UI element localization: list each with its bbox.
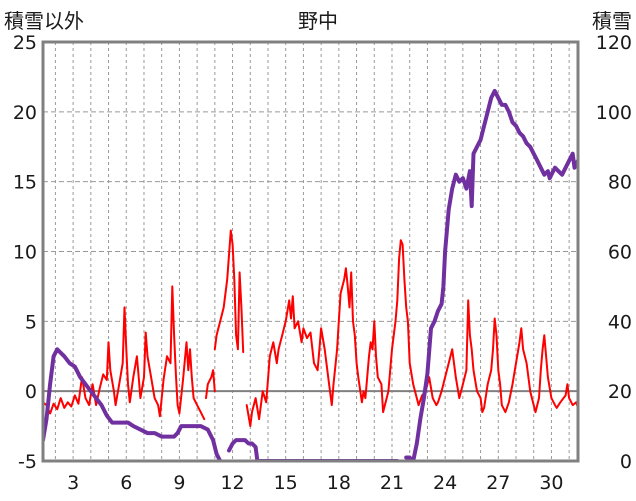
temperature-line — [213, 229, 245, 354]
snow-depth-line — [227, 438, 400, 461]
y-right-axis-label: 積雪 — [592, 9, 632, 33]
temperature-line — [43, 285, 206, 421]
y-right-tick-label: 100 — [596, 102, 632, 124]
y-right-tick-label: 60 — [608, 242, 632, 264]
y-right-tick-label: 120 — [596, 32, 632, 54]
y-right-tick-label: 40 — [608, 311, 632, 333]
x-tick-label: 27 — [486, 472, 510, 494]
y-left-tick-label: -5 — [18, 451, 37, 473]
snow-depth-line — [404, 88, 578, 461]
y-left-tick-label: 15 — [13, 172, 37, 194]
x-tick-label: 6 — [120, 472, 132, 494]
y-left-tick-label: 25 — [13, 32, 37, 54]
series-layer — [43, 88, 578, 461]
chart-title: 野中 — [298, 9, 338, 33]
y-right-tick-label: 20 — [608, 381, 632, 403]
x-tick-label: 21 — [380, 472, 404, 494]
y-left-tick-label: 10 — [13, 242, 37, 264]
y-left-tick-label: 20 — [13, 102, 37, 124]
y-left-tick-label: 5 — [25, 311, 37, 333]
y-right-tick-label: 80 — [608, 172, 632, 194]
plot-frame — [41, 40, 580, 463]
x-tick-label: 24 — [433, 472, 457, 494]
temperature-line — [205, 369, 216, 400]
y-left-axis-label: 積雪以外 — [4, 9, 84, 33]
tick-layer: 25 20 15 10 5 0 -5 120 100 80 60 40 20 0 3 6 9 12 15 18 21 24… — [13, 32, 632, 494]
temperature-series — [43, 229, 578, 428]
x-tick-label: 9 — [173, 472, 185, 494]
x-tick-label: 12 — [220, 472, 244, 494]
x-tick-label: 3 — [67, 472, 79, 494]
x-tick-label: 18 — [327, 472, 351, 494]
snow-depth-series — [43, 88, 578, 461]
x-tick-label: 30 — [539, 472, 563, 494]
y-right-tick-label: 0 — [620, 451, 632, 473]
x-tick-label: 15 — [274, 472, 298, 494]
y-left-tick-label: 0 — [25, 381, 37, 403]
temperature-line — [245, 239, 578, 428]
snow-depth-line — [43, 347, 223, 461]
